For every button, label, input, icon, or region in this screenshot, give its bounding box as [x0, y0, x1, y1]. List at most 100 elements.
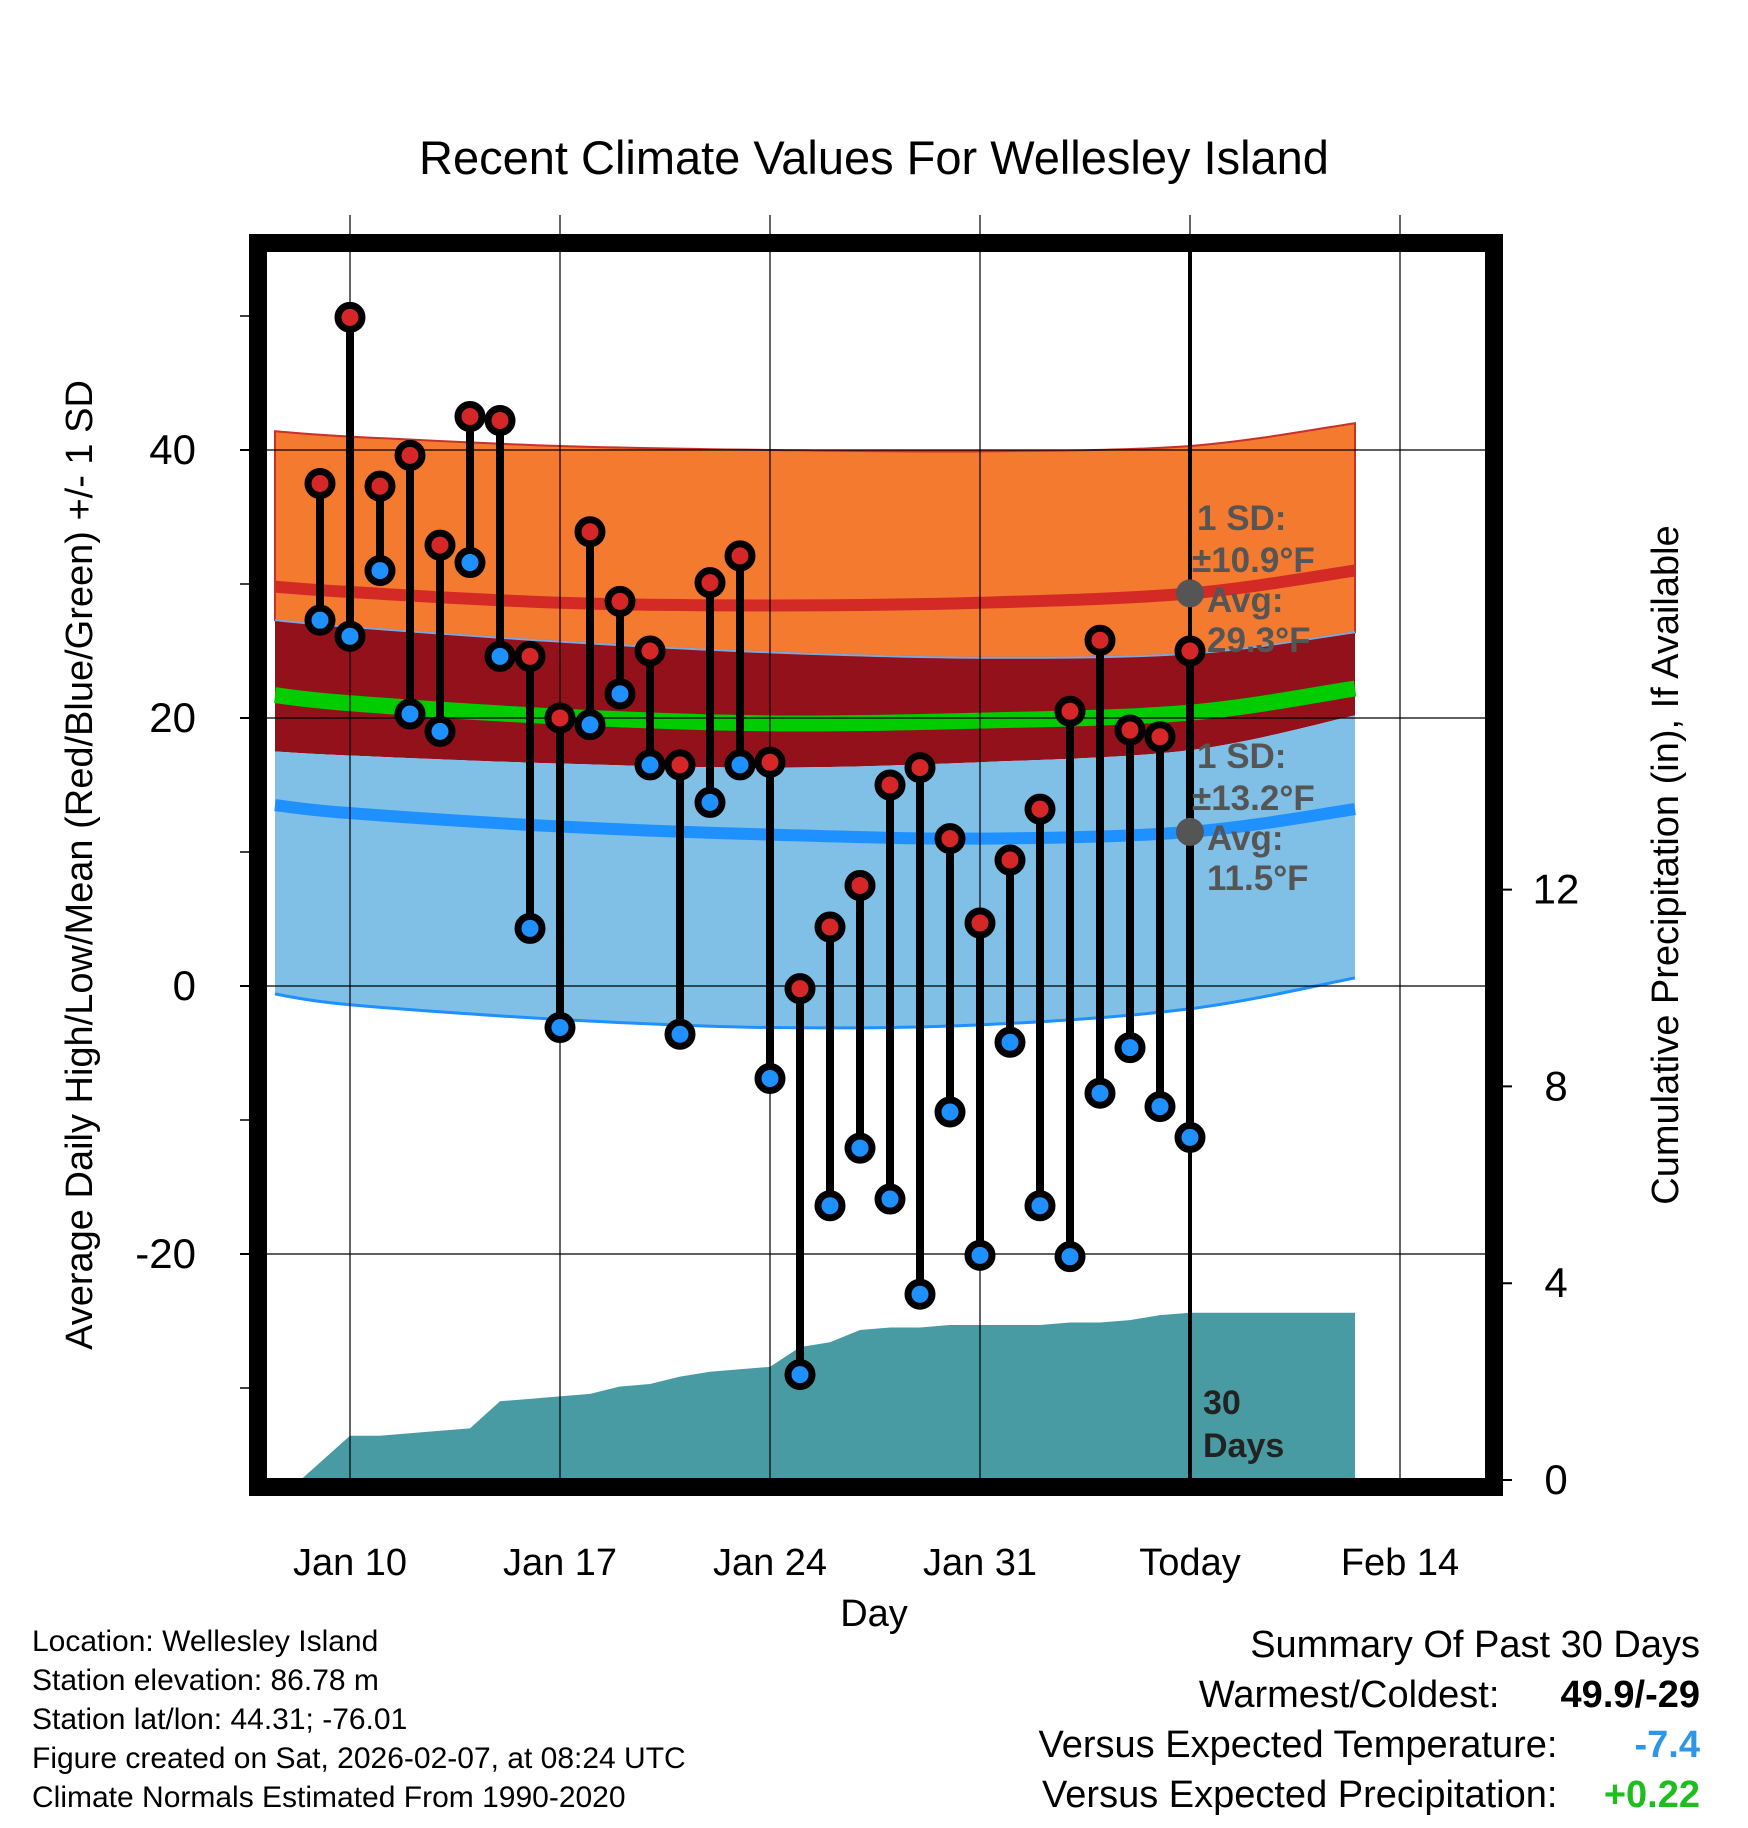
high-temp-point [334, 301, 366, 333]
low-temp-point [874, 1183, 906, 1215]
high-temp-point [724, 540, 756, 572]
high-temp-point [484, 405, 516, 437]
x-tick-label: Feb 14 [1341, 1542, 1459, 1584]
summary-temp-row: Versus Expected Temperature: -7.4 [1039, 1720, 1700, 1770]
high-temp-point [1174, 635, 1206, 667]
low-temp-point [1054, 1241, 1086, 1273]
summary-warmest-value: 49.9/-29 [1560, 1674, 1700, 1716]
precip-area [275, 1312, 1355, 1480]
low-temp-point [724, 749, 756, 781]
low-avg-dot [1176, 817, 1204, 846]
summary-temp-label: Versus Expected Temperature: [1038, 1724, 1558, 1766]
low-temp-point [994, 1026, 1026, 1058]
low-avg-title: Avg: [1207, 819, 1283, 858]
high-temp-point [1114, 714, 1146, 746]
high-temp-point [904, 752, 936, 784]
low-temp-point [1144, 1091, 1176, 1123]
low-temp-point [634, 749, 666, 781]
summary-warmest-row: Warmest/Coldest: 49.9/-29 [1039, 1670, 1700, 1720]
y-tick-label: 0 [173, 962, 196, 1009]
high-temp-point [814, 911, 846, 943]
high-temp-point [844, 870, 876, 901]
low-temp-point [1084, 1077, 1116, 1109]
elevation-text: Station elevation: 86.78 m [32, 1664, 379, 1697]
high-avg-title: Avg: [1207, 581, 1283, 620]
high-temp-point [664, 749, 696, 781]
high-sd-title: 1 SD: [1197, 499, 1286, 538]
x-axis-label: Day [840, 1593, 908, 1635]
low-temp-point [424, 715, 456, 747]
low-temp-point [694, 786, 726, 818]
low-temp-point [544, 1012, 576, 1044]
y-tick-label: -20 [135, 1230, 196, 1277]
high-temp-point [544, 702, 576, 734]
x-tick-label: Jan 17 [503, 1542, 617, 1584]
low-avg-value: 11.5°F [1207, 859, 1309, 898]
high-temp-point [1144, 721, 1176, 753]
low-temp-point [904, 1278, 936, 1310]
low-temp-point [604, 678, 636, 710]
summary-temp-value: -7.4 [1634, 1724, 1700, 1766]
high-temp-point [514, 640, 546, 672]
low-sd-value: ±13.2°F [1192, 779, 1315, 818]
high-avg-value: 29.3°F [1207, 621, 1311, 660]
summary-warmest-label: Warmest/Coldest: [1198, 1674, 1500, 1716]
x-tick-label: Today [1139, 1542, 1240, 1584]
low-temp-point [454, 547, 486, 579]
high-temp-point [574, 516, 606, 548]
high-avg-dot [1176, 579, 1204, 608]
low-sd-title: 1 SD: [1197, 737, 1286, 776]
high-temp-point [604, 585, 636, 617]
y2-tick-label: 12 [1533, 866, 1580, 913]
high-temp-point [964, 907, 996, 939]
low-temp-point [394, 698, 426, 730]
low-temp-point [1114, 1032, 1146, 1064]
x-tick-label: Jan 31 [923, 1542, 1037, 1584]
high-temp-point [1084, 624, 1116, 656]
low-temp-point [364, 555, 396, 587]
high-temp-point [1024, 793, 1056, 825]
low-temp-point [484, 640, 516, 672]
station-info: Location: Wellesley Island Station eleva… [32, 1622, 686, 1817]
y2-tick-label: 8 [1544, 1062, 1567, 1109]
low-temp-point [334, 620, 366, 652]
y-tick-label: 20 [149, 694, 196, 741]
low-temp-point [784, 1359, 816, 1391]
high-sd-value: ±10.9°F [1192, 541, 1315, 580]
y2-tick-label: 4 [1544, 1259, 1567, 1306]
low-temp-point [844, 1132, 876, 1164]
y-tick-label: 40 [149, 426, 196, 473]
summary-precip-value: +0.22 [1603, 1774, 1700, 1816]
created-text: Figure created on Sat, 2026-02-07, at 08… [32, 1742, 686, 1775]
high-temp-point [304, 468, 336, 499]
summary-panel: Summary Of Past 30 Days Warmest/Coldest:… [1039, 1620, 1700, 1820]
days-number: 30 [1203, 1384, 1241, 1422]
low-temp-point [664, 1018, 696, 1050]
y-axis-label: Average Daily High/Low/Mean (Red/Blue/Gr… [59, 380, 101, 1350]
latlon-text: Station lat/lon: 44.31; -76.01 [32, 1703, 408, 1736]
high-temp-point [694, 567, 726, 599]
summary-precip-label: Versus Expected Precipitation: [1042, 1774, 1558, 1816]
y2-tick-label: 0 [1544, 1456, 1567, 1503]
summary-title: Summary Of Past 30 Days [1250, 1624, 1700, 1666]
high-temp-point [364, 470, 396, 502]
location-text: Location: Wellesley Island [32, 1625, 379, 1658]
x-tick-label: Jan 24 [713, 1542, 827, 1584]
high-temp-point [874, 769, 906, 801]
high-temp-point [934, 823, 966, 855]
high-temp-point [784, 973, 816, 1005]
days-word: Days [1203, 1427, 1284, 1465]
high-temp-point [634, 635, 666, 667]
high-temp-point [754, 746, 786, 778]
low-temp-point [1024, 1190, 1056, 1222]
high-temp-point [994, 844, 1026, 876]
low-temp-point [574, 709, 606, 741]
low-temp-point [754, 1062, 786, 1094]
low-temp-point [304, 604, 336, 636]
summary-precip-row: Versus Expected Precipitation: +0.22 [1039, 1770, 1700, 1820]
high-temp-point [424, 529, 456, 561]
low-temp-point [1174, 1121, 1206, 1153]
low-temp-point [514, 912, 546, 944]
low-temp-point [934, 1096, 966, 1128]
